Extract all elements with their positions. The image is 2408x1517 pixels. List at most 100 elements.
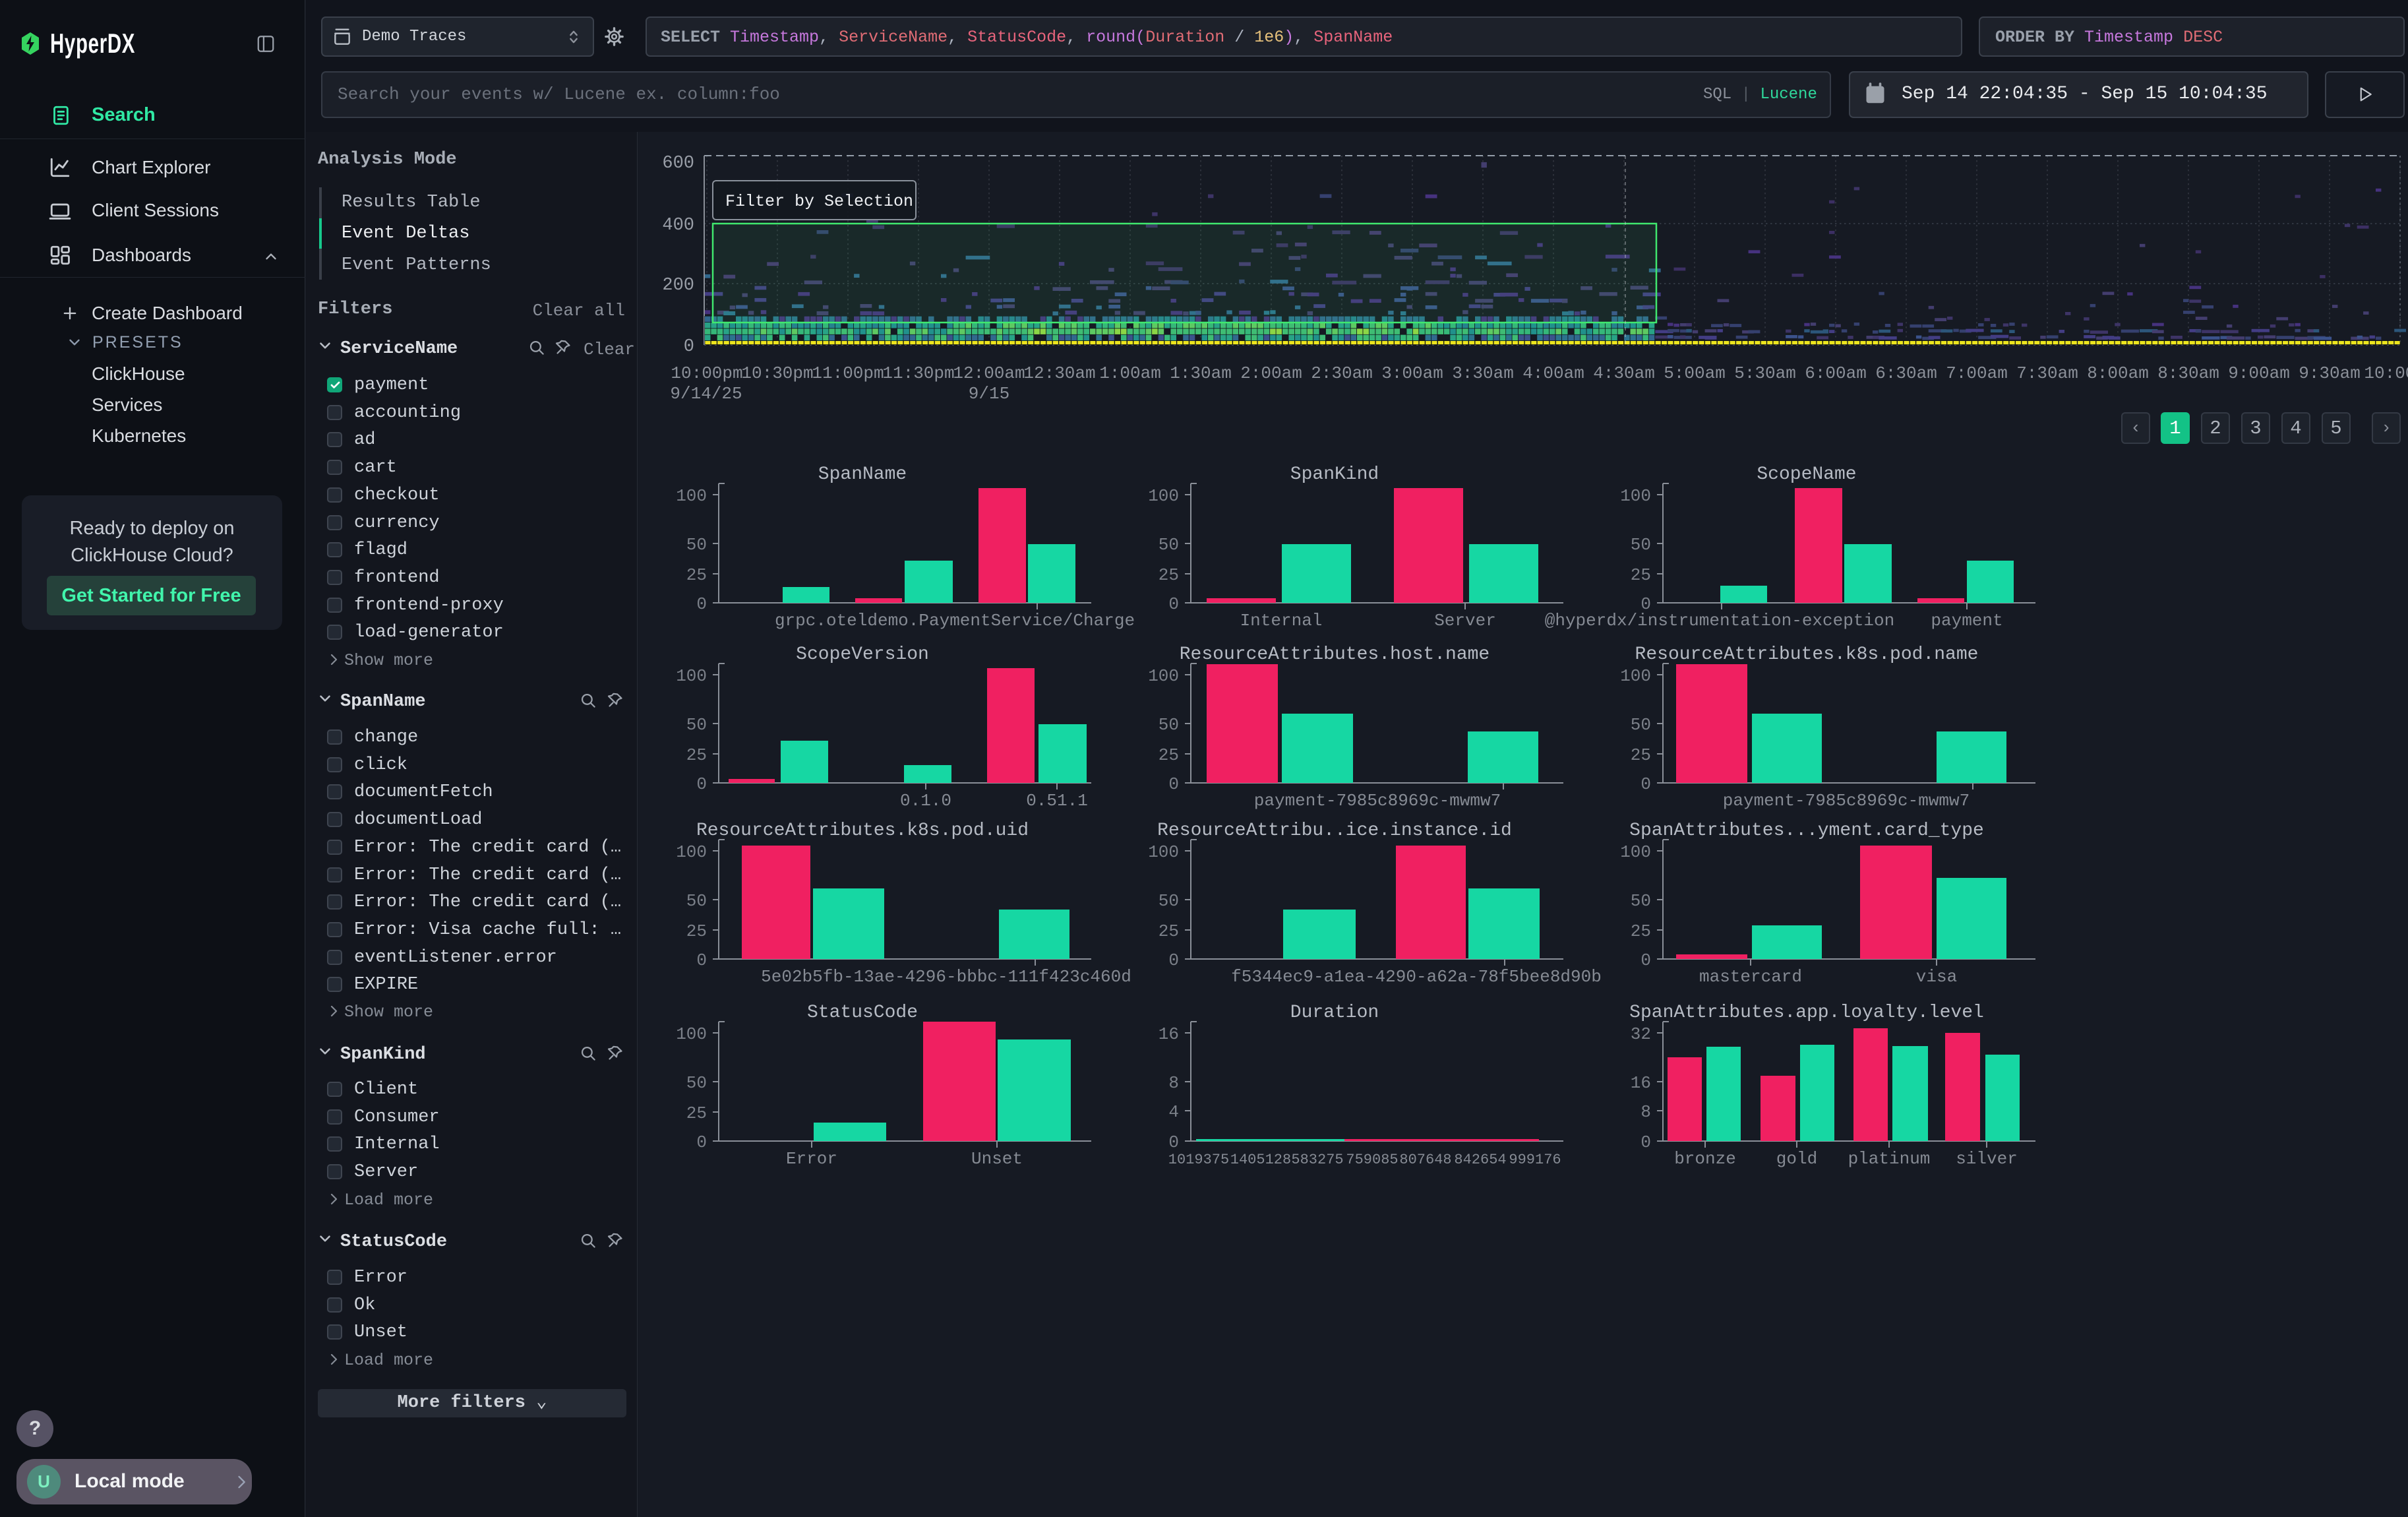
svg-text:f5344ec9-a1ea-4290-a62a-78f5be: f5344ec9-a1ea-4290-a62a-78f5bee8d90b: [1231, 967, 1602, 987]
svg-text:10:30pm: 10:30pm: [741, 363, 813, 383]
svg-text:50: 50: [1159, 891, 1179, 911]
svg-text:9/14/25: 9/14/25: [670, 384, 742, 404]
svg-text:25: 25: [686, 565, 707, 585]
svg-text:25: 25: [1159, 745, 1179, 765]
svg-text:4: 4: [1168, 1102, 1179, 1122]
svg-text:5:30am: 5:30am: [1734, 363, 1796, 383]
svg-text:6:30am: 6:30am: [1875, 363, 1937, 383]
svg-text:mastercard: mastercard: [1699, 967, 1802, 987]
svg-text:0: 0: [696, 950, 707, 970]
svg-text:100: 100: [1620, 842, 1651, 862]
svg-text:0.1.0: 0.1.0: [900, 791, 951, 811]
svg-text:50: 50: [1631, 535, 1651, 555]
svg-text:0: 0: [684, 337, 694, 357]
svg-text:platinum: platinum: [1848, 1149, 1931, 1169]
svg-text:1019375: 1019375: [1168, 1152, 1229, 1168]
svg-text:ResourceAttribu..ice.instance.: ResourceAttribu..ice.instance.id: [1157, 820, 1512, 841]
svg-text:SpanKind: SpanKind: [1290, 464, 1379, 485]
svg-text:50: 50: [1631, 891, 1651, 911]
svg-text:842654: 842654: [1454, 1152, 1506, 1168]
svg-text:9:30am: 9:30am: [2299, 363, 2361, 383]
svg-text:100: 100: [676, 1024, 707, 1044]
svg-text:32: 32: [1631, 1024, 1651, 1044]
svg-text:583275: 583275: [1291, 1152, 1343, 1168]
svg-text:Filter by Selection: Filter by Selection: [725, 192, 913, 211]
svg-text:Server: Server: [1434, 611, 1496, 631]
svg-text:ResourceAttributes.k8s.pod.nam: ResourceAttributes.k8s.pod.name: [1635, 644, 1979, 665]
svg-text:25: 25: [1159, 921, 1179, 941]
svg-text:7:00am: 7:00am: [1946, 363, 2008, 383]
svg-text:200: 200: [662, 276, 694, 295]
svg-text:SpanAttributes.app.loyalty.lev: SpanAttributes.app.loyalty.level: [1629, 1003, 1984, 1023]
svg-text:ScopeVersion: ScopeVersion: [796, 644, 929, 665]
svg-text:50: 50: [1159, 715, 1179, 735]
svg-text:SpanName: SpanName: [818, 464, 907, 485]
svg-text:0: 0: [1640, 594, 1651, 614]
svg-text:10:00am: 10:00am: [2364, 363, 2408, 383]
svg-text:4:30am: 4:30am: [1593, 363, 1655, 383]
svg-text:25: 25: [1631, 565, 1651, 585]
svg-text:10:00pm: 10:00pm: [671, 363, 742, 383]
svg-text:600: 600: [662, 154, 694, 173]
svg-text:1:30am: 1:30am: [1170, 363, 1232, 383]
svg-text:SpanAttributes...yment.card_ty: SpanAttributes...yment.card_type: [1629, 820, 1984, 841]
svg-text:0.51.1: 0.51.1: [1026, 791, 1088, 811]
svg-text:1:00am: 1:00am: [1099, 363, 1161, 383]
svg-text:50: 50: [1159, 535, 1179, 555]
svg-text:999176: 999176: [1509, 1152, 1561, 1168]
svg-text:100: 100: [676, 842, 707, 862]
svg-text:gold: gold: [1776, 1149, 1817, 1169]
svg-text:2:00am: 2:00am: [1240, 363, 1302, 383]
svg-text:100: 100: [676, 486, 707, 506]
svg-text:bronze: bronze: [1674, 1149, 1736, 1169]
svg-text:25: 25: [1631, 921, 1651, 941]
svg-text:9/15: 9/15: [969, 384, 1009, 404]
svg-text:50: 50: [1631, 715, 1651, 735]
svg-text:5:00am: 5:00am: [1664, 363, 1726, 383]
svg-text:StatusCode: StatusCode: [807, 1003, 918, 1023]
svg-text:400: 400: [662, 216, 694, 235]
svg-text:1405128: 1405128: [1230, 1152, 1291, 1168]
svg-text:9:00am: 9:00am: [2228, 363, 2290, 383]
svg-text:25: 25: [686, 921, 707, 941]
svg-text:ResourceAttributes.host.name: ResourceAttributes.host.name: [1180, 644, 1490, 665]
svg-text:807648: 807648: [1399, 1152, 1451, 1168]
svg-text:759085: 759085: [1346, 1152, 1398, 1168]
svg-text:12:00am: 12:00am: [953, 363, 1025, 383]
svg-text:3:30am: 3:30am: [1452, 363, 1514, 383]
svg-text:Duration: Duration: [1290, 1003, 1379, 1023]
svg-text:0: 0: [696, 1132, 707, 1152]
svg-text:100: 100: [1148, 842, 1179, 862]
svg-text:50: 50: [686, 891, 707, 911]
svg-text:50: 50: [686, 715, 707, 735]
svg-text:0: 0: [1640, 774, 1651, 794]
svg-text:payment-7985c8969c-mwmw7: payment-7985c8969c-mwmw7: [1723, 791, 1970, 811]
svg-text:6:00am: 6:00am: [1805, 363, 1867, 383]
svg-text:@hyperdx/instrumentation-excep: @hyperdx/instrumentation-exception: [1545, 611, 1895, 631]
svg-text:0: 0: [696, 594, 707, 614]
svg-text:0: 0: [696, 774, 707, 794]
svg-text:0: 0: [1168, 594, 1179, 614]
svg-text:2:30am: 2:30am: [1311, 363, 1373, 383]
svg-text:11:30pm: 11:30pm: [882, 363, 954, 383]
svg-text:grpc.oteldemo.PaymentService/C: grpc.oteldemo.PaymentService/Charge: [775, 611, 1135, 631]
svg-text:Internal: Internal: [1240, 611, 1323, 631]
svg-text:12:30am: 12:30am: [1023, 363, 1095, 383]
svg-text:100: 100: [1148, 486, 1179, 506]
svg-text:payment-7985c8969c-mwmw7: payment-7985c8969c-mwmw7: [1254, 791, 1501, 811]
svg-text:16: 16: [1159, 1024, 1179, 1044]
svg-text:25: 25: [686, 745, 707, 765]
svg-text:5e02b5fb-13ae-4296-bbbc-111f42: 5e02b5fb-13ae-4296-bbbc-111f423c460d: [761, 967, 1131, 987]
svg-text:25: 25: [1159, 565, 1179, 585]
svg-text:8: 8: [1168, 1073, 1179, 1093]
svg-text:0: 0: [1168, 950, 1179, 970]
svg-text:ResourceAttributes.k8s.pod.uid: ResourceAttributes.k8s.pod.uid: [696, 820, 1029, 841]
svg-text:visa: visa: [1916, 967, 1957, 987]
svg-text:50: 50: [686, 1073, 707, 1093]
svg-text:50: 50: [686, 535, 707, 555]
svg-text:0: 0: [1168, 774, 1179, 794]
svg-text:100: 100: [1620, 486, 1651, 506]
svg-text:8:00am: 8:00am: [2087, 363, 2149, 383]
svg-text:0: 0: [1168, 1132, 1179, 1152]
svg-text:0: 0: [1640, 950, 1651, 970]
